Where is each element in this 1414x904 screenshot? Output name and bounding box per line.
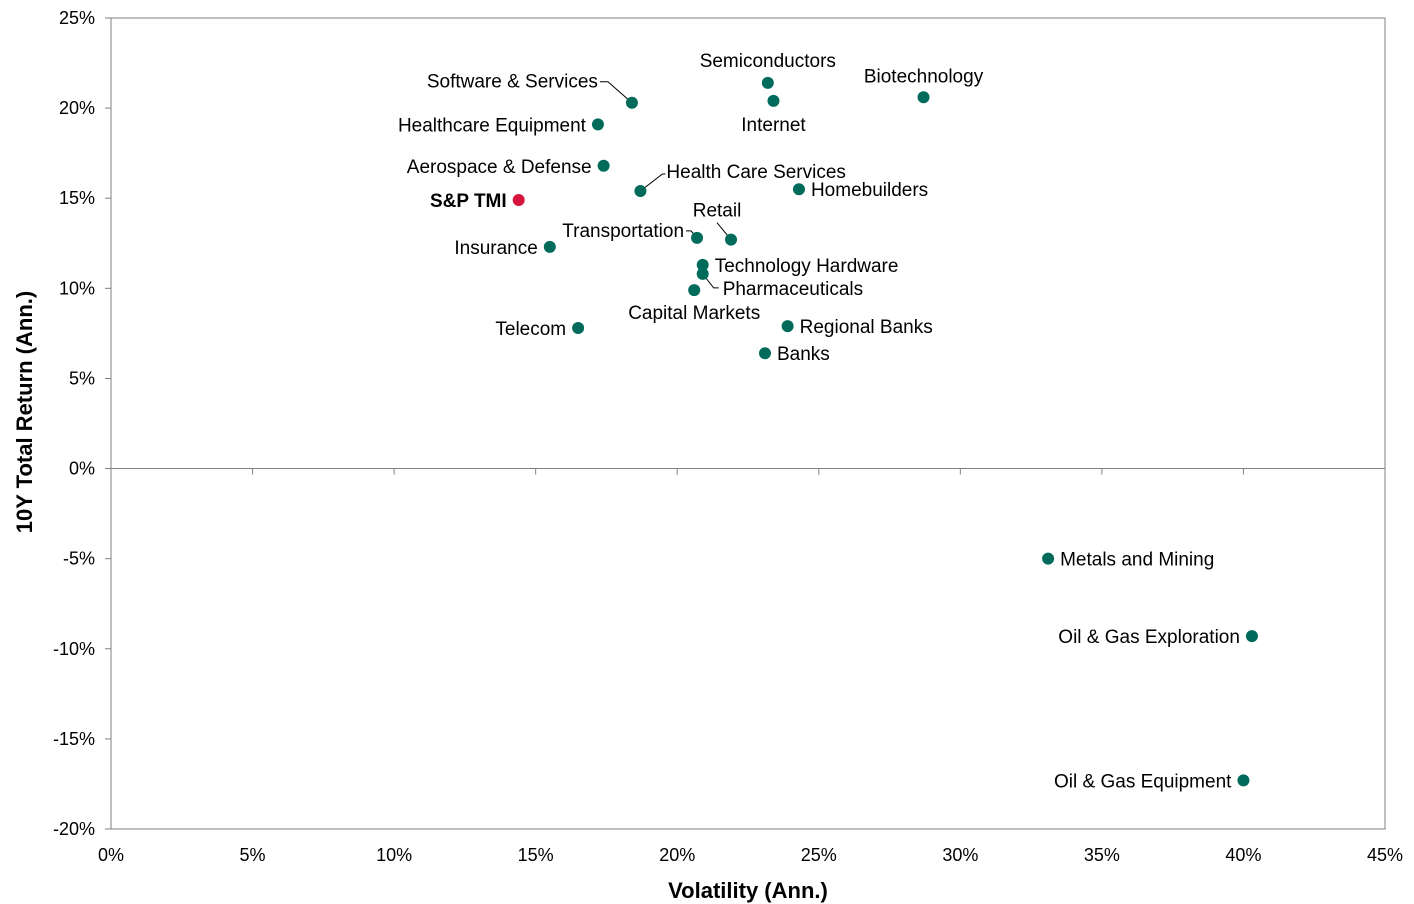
y-tick-label: 15% bbox=[59, 188, 95, 208]
point-label: Semiconductors bbox=[700, 51, 836, 72]
x-tick-label: 20% bbox=[659, 845, 695, 865]
y-tick-label: -10% bbox=[53, 639, 95, 659]
point-label: Technology Hardware bbox=[715, 256, 899, 277]
y-tick-label: 10% bbox=[59, 278, 95, 298]
data-point bbox=[917, 91, 930, 104]
data-point bbox=[1042, 552, 1055, 565]
point-label: Health Care Services bbox=[666, 162, 846, 183]
point-label: Metals and Mining bbox=[1060, 550, 1214, 571]
y-axis-title: 10Y Total Return (Ann.) bbox=[12, 291, 37, 533]
leader-lines bbox=[599, 81, 732, 289]
data-point bbox=[591, 118, 604, 131]
x-tick-label: 10% bbox=[376, 845, 412, 865]
point-labels: Software & Services Semiconductors Biotech… bbox=[398, 51, 1240, 792]
point-label: Transportation bbox=[562, 221, 684, 242]
y-tick-label: 20% bbox=[59, 98, 95, 118]
point-label: Retail bbox=[693, 201, 742, 222]
point-label: Pharmaceuticals bbox=[723, 279, 863, 300]
point-label: Insurance bbox=[454, 238, 537, 259]
leader-line bbox=[599, 81, 633, 104]
data-point bbox=[625, 96, 638, 109]
y-tick-label: -5% bbox=[63, 549, 95, 569]
point-label: Aerospace & Defense bbox=[407, 157, 592, 178]
data-point bbox=[725, 233, 738, 246]
data-points bbox=[512, 76, 1258, 787]
data-point bbox=[792, 183, 805, 196]
data-point bbox=[1245, 630, 1258, 643]
data-point bbox=[634, 185, 647, 198]
x-tick-label: 25% bbox=[801, 845, 837, 865]
point-label: Regional Banks bbox=[800, 317, 933, 338]
x-tick-label: 0% bbox=[98, 845, 124, 865]
data-point bbox=[688, 284, 701, 297]
point-label: Internet bbox=[741, 115, 806, 136]
x-axis-title: Volatility (Ann.) bbox=[668, 878, 828, 903]
data-point bbox=[1237, 774, 1250, 787]
data-point bbox=[696, 258, 709, 271]
y-tick-label: -20% bbox=[53, 819, 95, 839]
point-label: Oil & Gas Exploration bbox=[1058, 627, 1240, 648]
plot-area bbox=[110, 17, 1386, 830]
data-point bbox=[696, 267, 709, 280]
x-tick-label: 35% bbox=[1084, 845, 1120, 865]
data-point bbox=[767, 94, 780, 107]
y-tick-label: 25% bbox=[59, 8, 95, 28]
y-tick-label: 5% bbox=[69, 368, 95, 388]
point-label: Healthcare Equipment bbox=[398, 115, 587, 136]
x-tick-label: 45% bbox=[1367, 845, 1403, 865]
point-label: Banks bbox=[777, 344, 830, 365]
x-tick-label: 30% bbox=[942, 845, 978, 865]
data-point bbox=[572, 321, 585, 334]
point-label: Homebuilders bbox=[811, 180, 928, 201]
data-point bbox=[543, 240, 556, 253]
point-label: S&P TMI bbox=[430, 191, 507, 212]
x-tick-label: 15% bbox=[518, 845, 554, 865]
leader-line bbox=[640, 173, 666, 192]
y-tick-label: 0% bbox=[69, 459, 95, 479]
data-point bbox=[781, 320, 794, 333]
point-label: Biotechnology bbox=[864, 66, 984, 87]
y-tick-label: -15% bbox=[53, 729, 95, 749]
point-label: Software & Services bbox=[427, 72, 598, 93]
point-label: Capital Markets bbox=[628, 303, 760, 324]
data-point bbox=[512, 194, 525, 207]
point-label: Telecom bbox=[495, 319, 566, 340]
data-point bbox=[597, 159, 610, 172]
point-label: Oil & Gas Equipment bbox=[1054, 771, 1232, 792]
data-point bbox=[761, 76, 774, 89]
x-tick-label: 40% bbox=[1225, 845, 1261, 865]
y-axis-ticks: 25% 20% 15% 10% 5% 0% -5% -10% -15% -20% bbox=[53, 8, 111, 839]
x-tick-label: 5% bbox=[240, 845, 266, 865]
x-axis-ticks: 0% 5% 10% 15% 20% 25% 30% 35% 40% 45% bbox=[98, 468, 1403, 865]
data-point bbox=[758, 347, 771, 360]
data-point bbox=[691, 231, 704, 244]
